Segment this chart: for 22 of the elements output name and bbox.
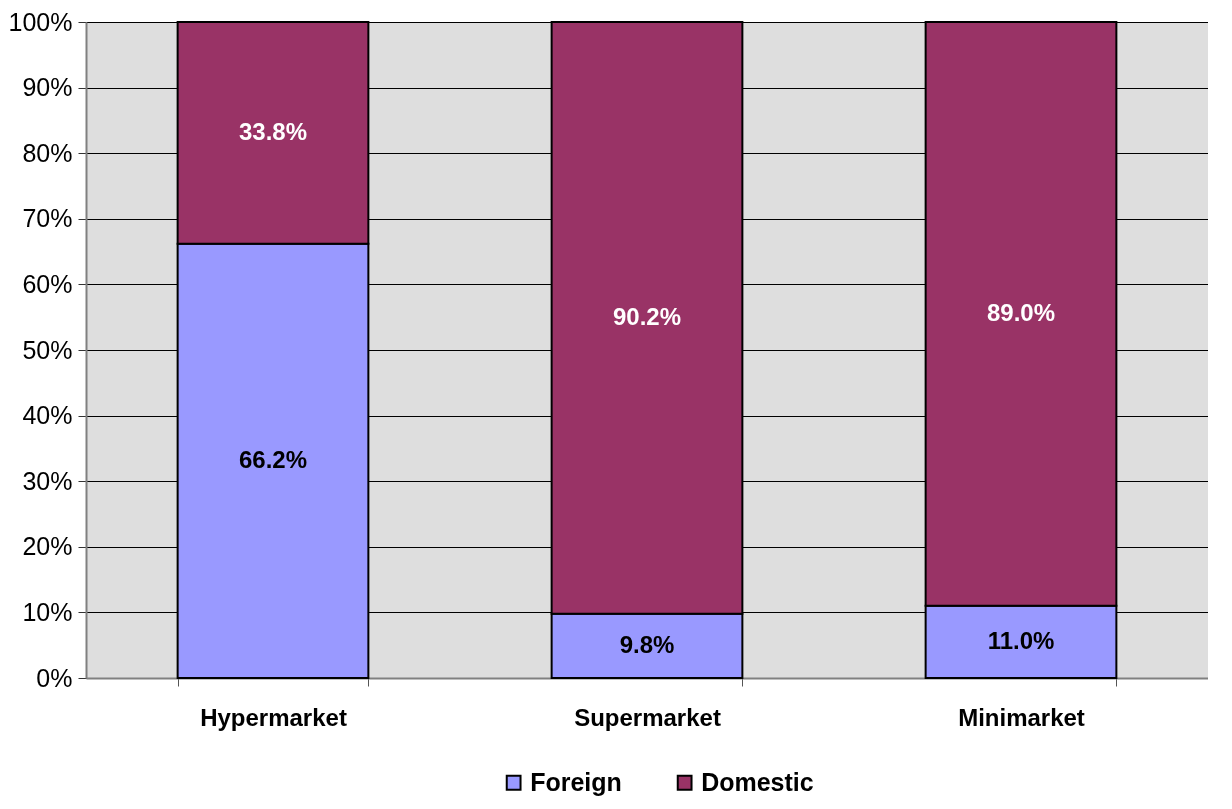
y-tick-label: 40% xyxy=(22,401,73,430)
y-tick-label: 70% xyxy=(22,204,73,233)
data-label: 66.2% xyxy=(238,445,308,473)
data-label: 90.2% xyxy=(612,302,682,330)
y-tick-label: 50% xyxy=(22,335,73,364)
data-label: 11.0% xyxy=(987,626,1055,654)
y-tick-label: 30% xyxy=(22,466,73,495)
data-label: 33.8% xyxy=(238,117,308,145)
y-tick-label: 90% xyxy=(22,73,73,102)
legend-label: Foreign xyxy=(530,767,622,796)
legend-label: Domestic xyxy=(701,767,814,796)
y-tick-label: 100% xyxy=(8,7,73,36)
y-tick-label: 80% xyxy=(22,138,73,167)
y-tick-label: 20% xyxy=(22,532,73,561)
x-tick-label: Supermarket xyxy=(574,703,721,731)
data-label: 9.8% xyxy=(619,630,675,658)
y-tick-label: 0% xyxy=(36,663,73,692)
y-tick-label: 10% xyxy=(22,597,73,626)
y-tick-label: 60% xyxy=(22,269,73,298)
x-tick-label: Hypermarket xyxy=(200,703,347,731)
x-tick-label: Minimarket xyxy=(958,703,1085,731)
data-label: 89.0% xyxy=(986,298,1056,326)
